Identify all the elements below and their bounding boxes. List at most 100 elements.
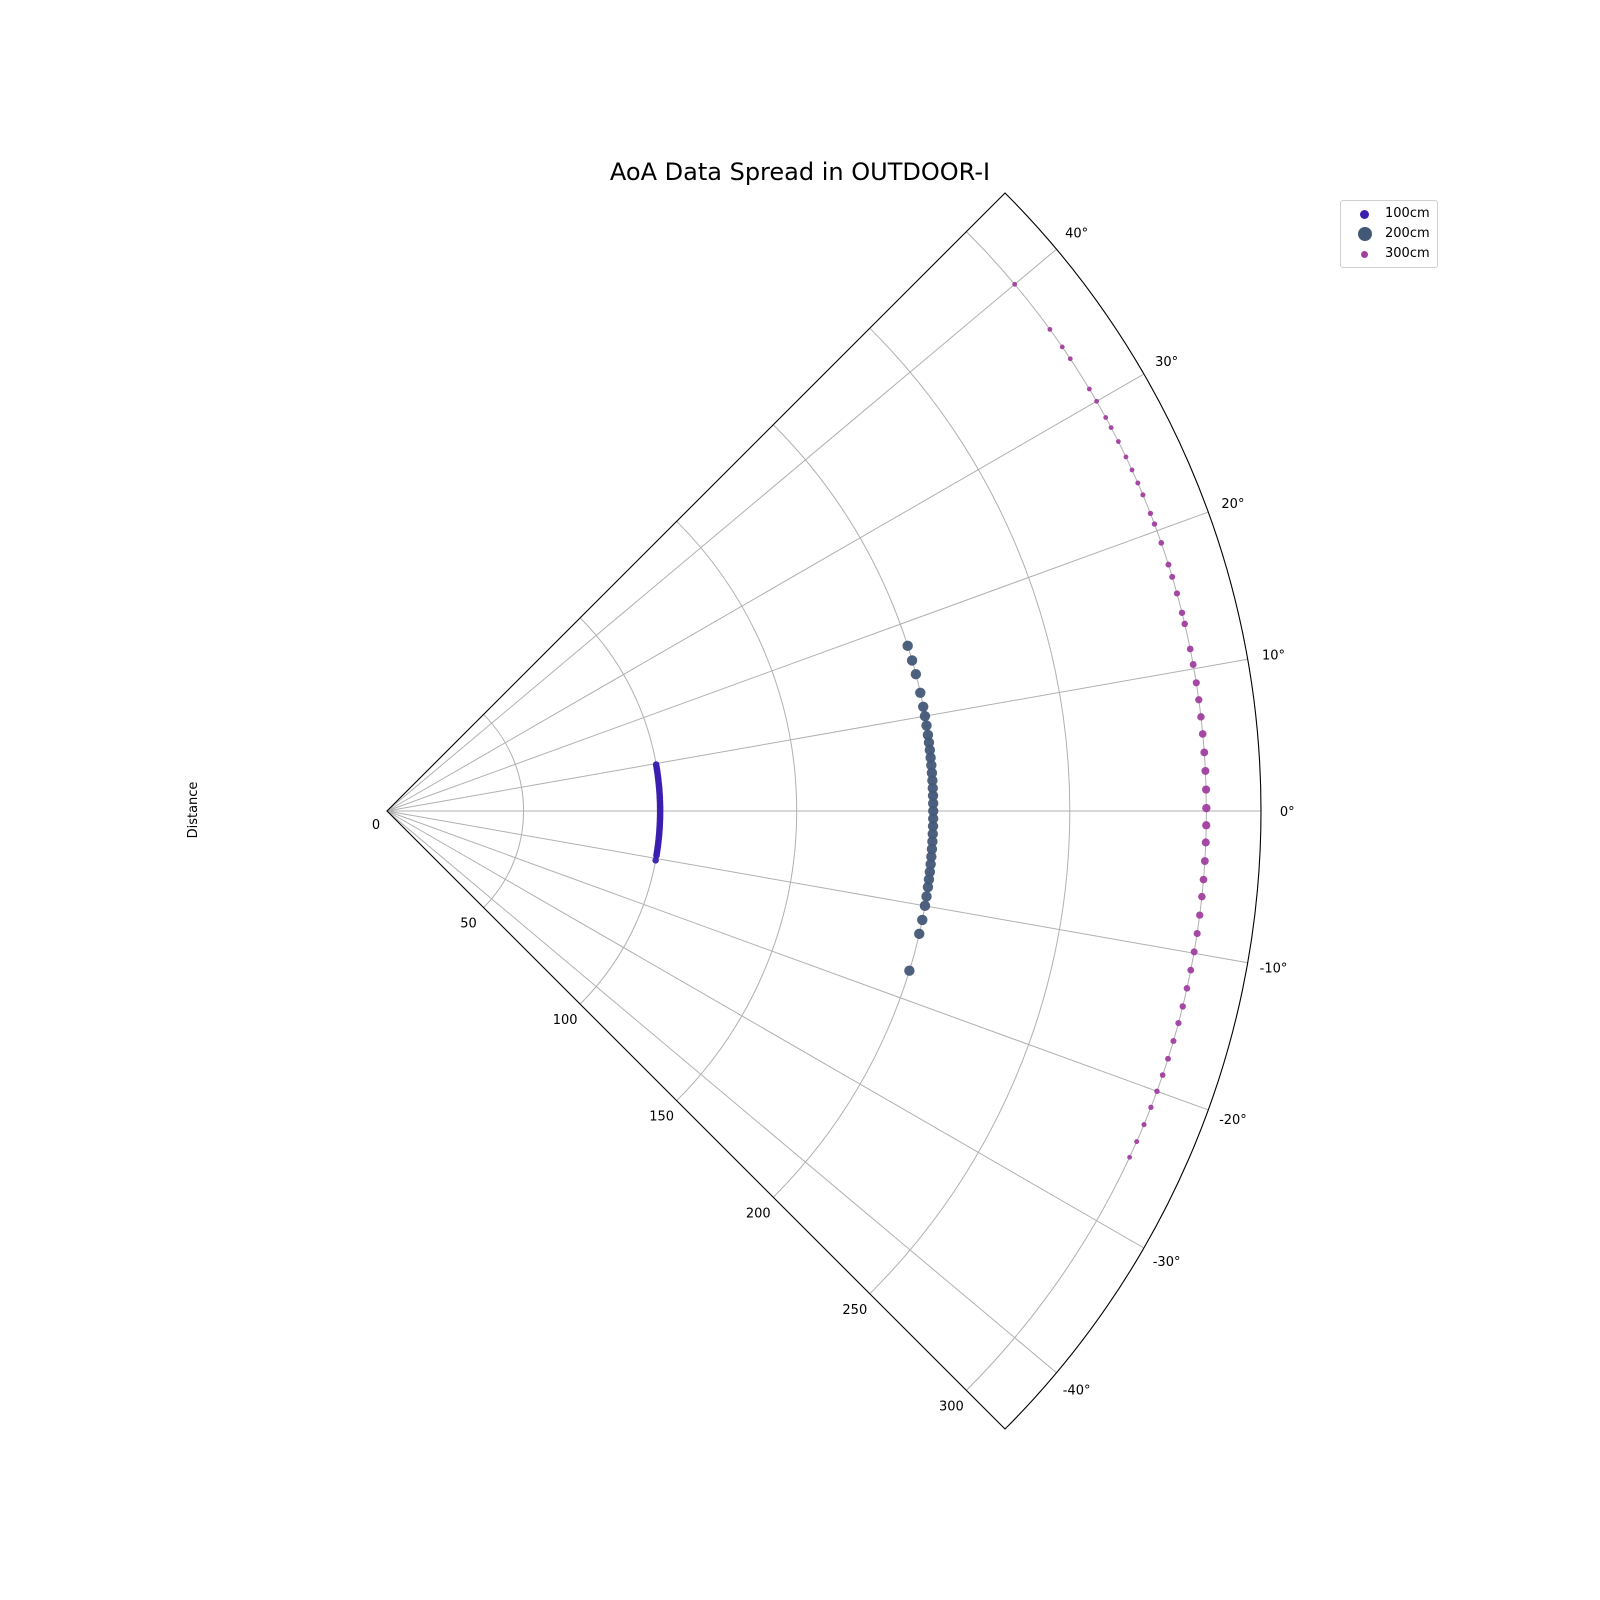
data-point [1202, 821, 1211, 830]
data-point [1047, 326, 1053, 332]
legend-marker [1360, 210, 1369, 219]
data-point [1169, 573, 1176, 580]
grid-layer [386, 231, 1261, 1391]
data-point [1181, 620, 1188, 628]
data-point [927, 828, 938, 840]
legend-label: 100cm [1385, 206, 1430, 221]
frame-layer [386, 192, 1262, 1430]
data-point [1179, 1003, 1186, 1010]
r-tick-label: 50 [460, 917, 477, 932]
data-point [1202, 785, 1211, 794]
data-point [1200, 857, 1209, 865]
data-point [1108, 425, 1114, 430]
data-point [927, 790, 939, 801]
data-point [1127, 1154, 1133, 1160]
legend-item-200cm: 200cm [1341, 224, 1437, 244]
data-point [1186, 645, 1194, 653]
r-tick-label: 0 [372, 818, 380, 833]
data-point [926, 851, 937, 862]
data-point [919, 710, 931, 722]
data-point [1195, 696, 1203, 704]
data-point [1165, 1055, 1171, 1062]
data-point [1148, 1104, 1154, 1110]
data-point [1199, 875, 1208, 884]
data-point [926, 767, 938, 779]
data-point [925, 859, 936, 870]
theta-gridline [386, 658, 1248, 812]
r-tick-label: 250 [842, 1303, 867, 1318]
data-point [1141, 1121, 1147, 1128]
theta-tick-label: -40° [1063, 1384, 1091, 1399]
data-point [1094, 398, 1099, 404]
data-point [906, 655, 918, 666]
data-point [1198, 892, 1206, 901]
data-point [1178, 609, 1186, 616]
data-point [1198, 730, 1207, 738]
data-point [917, 914, 928, 926]
data-point [1187, 966, 1195, 974]
data-point [914, 928, 925, 940]
theta-gridline [386, 511, 1209, 812]
data-point [1103, 415, 1109, 420]
data-point [1183, 985, 1191, 992]
data-point [1202, 803, 1211, 813]
data-point [923, 737, 935, 748]
r-tick-label: 150 [649, 1110, 674, 1125]
data-point [1140, 492, 1146, 498]
data-point [926, 843, 938, 855]
theta-gridline [386, 810, 1209, 1111]
data-point [921, 891, 932, 902]
chart-title: AoA Data Spread in OUTDOOR-I [610, 158, 990, 186]
data-point [1154, 1088, 1160, 1095]
theta-tick-label: -10° [1260, 961, 1288, 976]
data-point [927, 821, 939, 832]
data-point [1135, 480, 1141, 486]
data-point [924, 744, 936, 756]
data-point [1175, 1019, 1182, 1027]
data-point [927, 775, 938, 786]
data-point [1165, 561, 1172, 568]
data-point [1197, 713, 1205, 721]
data-point [910, 669, 922, 680]
r-gridline [869, 327, 1071, 1295]
y-axis-label: Distance [186, 782, 201, 839]
data-point [1173, 590, 1181, 597]
data-point [927, 836, 938, 847]
theta-tick-label: 30° [1155, 355, 1178, 370]
r-tick-label: 200 [746, 1206, 771, 1221]
data-point [1147, 510, 1154, 517]
data-point [928, 805, 939, 817]
data-point [1200, 748, 1209, 757]
theta-tick-label: 40° [1065, 226, 1088, 241]
theta-gridline [386, 810, 1057, 1374]
theta-tick-label: 10° [1262, 649, 1285, 664]
data-point [1123, 454, 1129, 460]
theta-tick-label: 20° [1221, 497, 1244, 512]
data-point [925, 752, 936, 763]
point-layer [652, 281, 1211, 1160]
data-point [1151, 521, 1158, 527]
data-point [1115, 439, 1121, 444]
data-point [1201, 838, 1210, 847]
data-point [922, 881, 934, 893]
data-point [1196, 911, 1204, 919]
data-point [927, 782, 938, 794]
data-point [919, 900, 931, 912]
theta-gridline [386, 248, 1057, 812]
theta-gridline [386, 810, 1248, 964]
data-point [1134, 1139, 1140, 1145]
r-tick-label: 300 [939, 1399, 964, 1414]
data-point [1129, 467, 1135, 473]
data-point [1059, 344, 1065, 350]
data-point [927, 798, 939, 809]
data-point [1189, 661, 1197, 668]
legend-marker [1358, 227, 1372, 241]
data-point [1158, 540, 1165, 546]
data-point [921, 720, 932, 731]
data-point [1012, 281, 1018, 287]
legend-marker [1361, 251, 1368, 258]
data-point [652, 857, 659, 864]
data-point [1193, 929, 1201, 938]
legend-label: 200cm [1385, 226, 1430, 241]
